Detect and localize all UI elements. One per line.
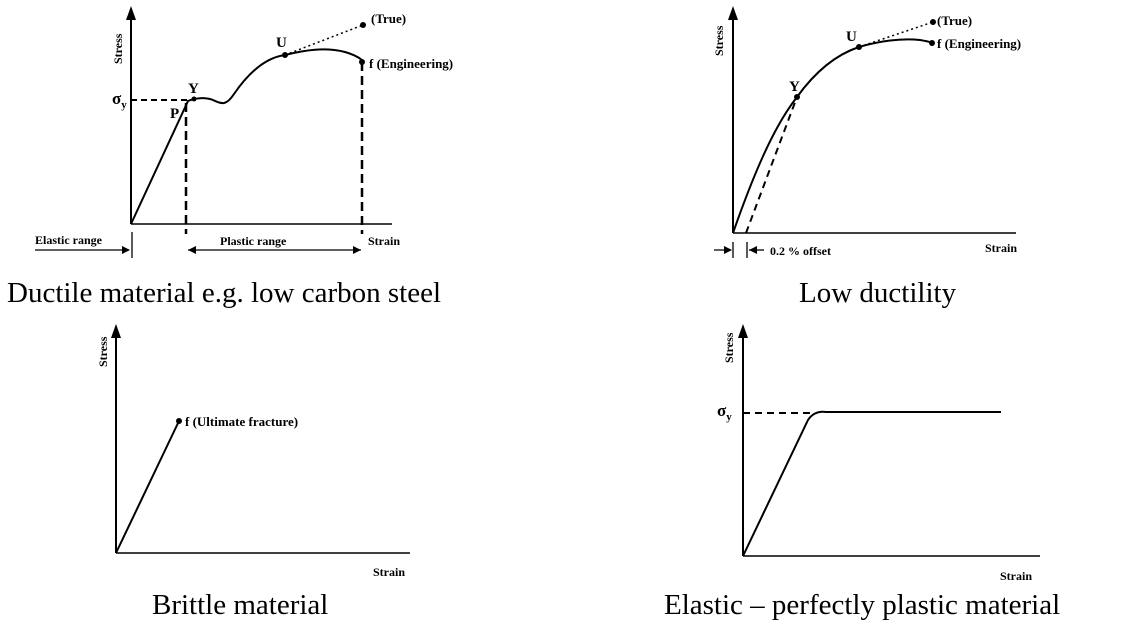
ductile-y-arrow-icon bbox=[126, 6, 136, 20]
lowd-offset-line bbox=[745, 96, 798, 234]
brittle-fracture-label: f (Ultimate fracture) bbox=[185, 414, 298, 429]
panel-low-ductility: Stress Strain Y U (True) f (Engineering)… bbox=[712, 6, 1021, 309]
lowd-x-axis-label: Strain bbox=[985, 241, 1017, 255]
ductile-label-true: (True) bbox=[371, 11, 406, 26]
lowd-engineering-curve bbox=[732, 38, 934, 234]
ductile-true-curve bbox=[284, 24, 364, 56]
panel-elastic-plastic: Stress Strain σy Elastic – perfectly pla… bbox=[664, 324, 1060, 621]
ductile-plastic-arrow-left-icon bbox=[188, 246, 196, 254]
ductile-label-p: P bbox=[170, 106, 179, 122]
panel-brittle: Stress Strain f (Ultimate fracture) Brit… bbox=[96, 324, 410, 621]
ductile-engineering-curve bbox=[130, 48, 363, 225]
lowd-label-y: Y bbox=[789, 79, 800, 95]
brittle-curve bbox=[115, 420, 180, 554]
brittle-caption: Brittle material bbox=[152, 589, 328, 621]
brittle-point-f bbox=[176, 418, 182, 424]
ep-y-arrow-icon bbox=[738, 324, 748, 338]
ductile-y-axis-label: Stress bbox=[111, 33, 125, 64]
lowd-label-u: U bbox=[846, 29, 857, 45]
lowd-y-arrow-icon bbox=[728, 6, 738, 20]
ep-caption: Elastic – perfectly plastic material bbox=[664, 589, 1060, 621]
lowd-point-f bbox=[929, 40, 935, 46]
ductile-label-y: Y bbox=[188, 81, 199, 97]
lowd-y-axis-label: Stress bbox=[712, 25, 726, 56]
ep-curve bbox=[742, 410, 1001, 557]
ductile-elastic-arrowhead-icon bbox=[122, 246, 130, 254]
brittle-y-axis-label: Stress bbox=[96, 336, 110, 367]
ductile-point-y bbox=[191, 96, 197, 102]
ductile-point-true bbox=[360, 22, 366, 28]
lowd-offset-arrowhead-left-icon bbox=[724, 246, 732, 254]
ductile-elastic-range-label: Elastic range bbox=[35, 233, 103, 247]
ep-x-axis-label: Strain bbox=[1000, 569, 1032, 583]
ep-y-axis-label: Stress bbox=[722, 332, 736, 363]
ductile-label-u: U bbox=[276, 35, 287, 51]
ductile-plastic-range-label: Plastic range bbox=[220, 234, 287, 248]
ductile-point-u bbox=[282, 52, 288, 58]
ductile-sigma-label: σy bbox=[112, 89, 127, 111]
panel-ductile: Stress Strain σy P Y U (True) f (Enginee… bbox=[7, 6, 453, 309]
lowd-label-engineering: f (Engineering) bbox=[937, 36, 1021, 51]
lowd-offset-label: 0.2 % offset bbox=[770, 244, 831, 258]
ductile-point-f bbox=[359, 59, 365, 65]
ductile-label-engineering: f (Engineering) bbox=[369, 56, 453, 71]
lowd-point-true bbox=[930, 19, 936, 25]
lowd-caption: Low ductility bbox=[799, 277, 957, 309]
lowd-label-true: (True) bbox=[937, 13, 972, 28]
lowd-point-y bbox=[794, 94, 800, 100]
ductile-x-axis-label: Strain bbox=[368, 234, 400, 248]
ductile-caption: Ductile material e.g. low carbon steel bbox=[7, 277, 441, 309]
lowd-point-u bbox=[856, 44, 862, 50]
lowd-offset-arrowhead-right-icon bbox=[749, 246, 757, 254]
brittle-y-arrow-icon bbox=[111, 324, 121, 338]
ductile-plastic-arrow-right-icon bbox=[353, 246, 361, 254]
brittle-x-axis-label: Strain bbox=[373, 565, 405, 579]
ep-sigma-label: σy bbox=[717, 401, 732, 423]
lowd-true-curve bbox=[858, 21, 934, 48]
